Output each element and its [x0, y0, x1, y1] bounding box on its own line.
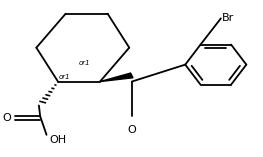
Text: O: O: [128, 125, 136, 135]
Text: or1: or1: [59, 74, 70, 80]
Text: or1: or1: [79, 60, 90, 66]
Text: OH: OH: [49, 135, 66, 145]
Text: Br: Br: [222, 13, 234, 23]
Text: O: O: [2, 113, 11, 123]
Polygon shape: [100, 73, 133, 82]
